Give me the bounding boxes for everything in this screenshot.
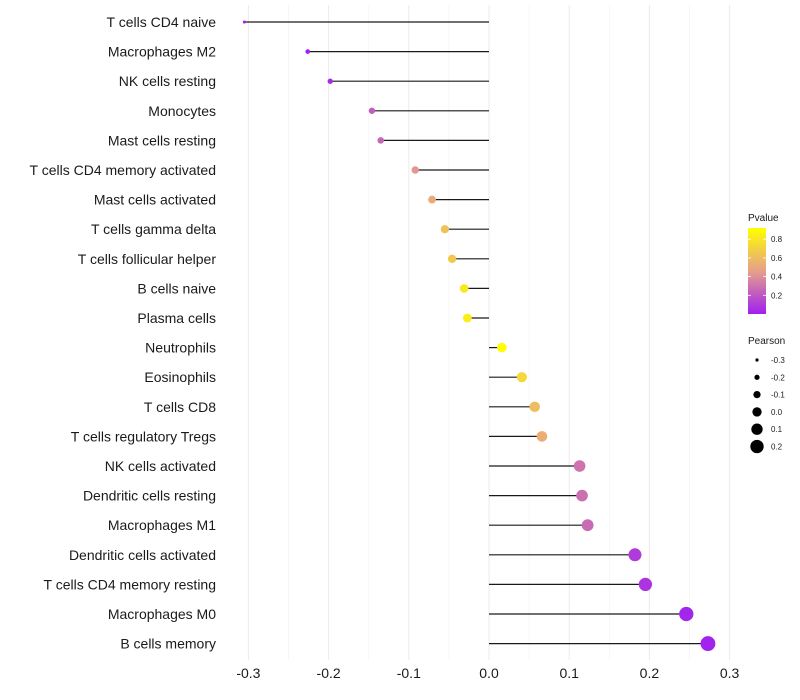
colorbar	[748, 228, 766, 314]
colorbar-tick-label: 0.6	[771, 254, 783, 263]
point	[428, 195, 436, 204]
y-tick-label: T cells CD4 naive	[107, 14, 217, 30]
y-tick-label: Mast cells activated	[94, 192, 216, 208]
size-legend-label: 0.1	[771, 425, 783, 434]
y-tick-label: Neutrophils	[145, 340, 216, 356]
point	[462, 313, 472, 323]
point	[497, 342, 507, 353]
x-tick-label: -0.1	[397, 665, 421, 681]
point	[529, 401, 540, 413]
size-legend-label: -0.2	[771, 373, 785, 382]
colorbar-tick-label: 0.4	[771, 273, 783, 282]
y-tick-label: Dendritic cells activated	[69, 547, 216, 563]
y-tick-label: NK cells resting	[119, 73, 216, 89]
y-tick-label: B cells naive	[137, 280, 216, 296]
point	[576, 489, 588, 502]
x-axis-ticks: -0.3 -0.2 -0.1 0.0 0.1 0.2 0.3	[236, 665, 739, 681]
y-tick-label: Eosinophils	[144, 369, 216, 385]
point	[368, 107, 376, 114]
legend-title-pvalue: Pvalue	[748, 213, 779, 224]
y-tick-label: T cells CD8	[144, 399, 216, 415]
size-legend-label: -0.3	[771, 356, 785, 365]
size-legend-key	[755, 358, 759, 362]
point	[440, 225, 449, 234]
y-tick-label: B cells memory	[120, 636, 216, 652]
x-tick-label: 0.0	[479, 665, 499, 681]
y-tick-label: Macrophages M1	[108, 517, 216, 533]
y-tick-label: T cells gamma delta	[91, 221, 216, 237]
size-legend-key	[754, 374, 760, 380]
size-legend-key	[752, 407, 762, 417]
y-tick-label: T cells regulatory Tregs	[71, 428, 216, 444]
size-legend-label: 0.0	[771, 408, 783, 417]
y-tick-label: Dendritic cells resting	[83, 488, 216, 504]
size-legend-label: -0.1	[771, 391, 785, 400]
y-tick-label: Macrophages M2	[108, 44, 216, 60]
y-tick-label: Plasma cells	[137, 310, 216, 326]
point	[638, 577, 653, 592]
y-tick-label: Monocytes	[148, 103, 216, 119]
x-tick-label: 0.2	[640, 665, 660, 681]
y-tick-label: Mast cells resting	[108, 132, 216, 148]
legend-title-pearson: Pearson	[748, 336, 785, 347]
x-tick-label: 0.1	[559, 665, 579, 681]
point	[516, 372, 527, 383]
point	[700, 636, 716, 652]
point	[242, 20, 246, 24]
size-legend-label: 0.2	[771, 443, 783, 452]
point	[679, 606, 694, 622]
point	[581, 519, 594, 532]
colorbar-tick-label: 0.8	[771, 235, 783, 244]
point	[628, 548, 642, 562]
y-tick-label: Macrophages M0	[108, 606, 216, 622]
point	[377, 137, 385, 144]
point	[411, 166, 419, 174]
y-tick-label: T cells follicular helper	[78, 251, 217, 267]
y-tick-label: NK cells activated	[105, 458, 216, 474]
x-tick-label: -0.3	[236, 665, 260, 681]
size-legend-key	[751, 423, 763, 435]
y-axis-labels: T cells CD4 naive Macrophages M2 NK cells …	[30, 14, 217, 652]
colorbar-tick-label: 0.2	[771, 291, 783, 300]
size-legend-key	[750, 439, 764, 454]
points	[242, 20, 716, 652]
point	[573, 460, 586, 472]
x-tick-label: -0.2	[317, 665, 341, 681]
y-tick-label: T cells CD4 memory activated	[30, 162, 216, 178]
point	[459, 284, 469, 293]
x-tick-label: 0.3	[720, 665, 740, 681]
point	[305, 49, 311, 54]
grid-lines	[247, 5, 731, 660]
point	[327, 78, 333, 84]
colorbar-ticks: 0.2 0.4 0.6 0.8	[748, 235, 783, 300]
size-legend: -0.3 -0.2 -0.1 0.0 0.1 0.2	[750, 356, 785, 454]
point	[447, 254, 457, 263]
y-tick-label: T cells CD4 memory resting	[44, 576, 216, 592]
size-legend-key	[753, 390, 761, 399]
point	[536, 431, 548, 442]
legend: Pvalue 0.2 0.4 0.6 0.8 Pearson -0.3 -0.2 -0.1…	[748, 213, 785, 454]
